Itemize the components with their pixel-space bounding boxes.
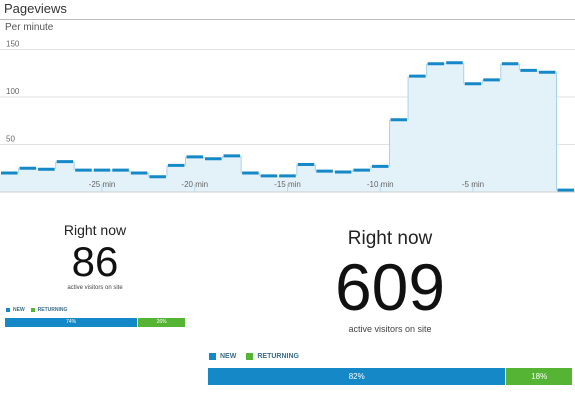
right-now-label: Right now (63, 222, 127, 238)
right-now-small-panel: Right now 86 active visitors on site (5, 222, 185, 291)
new-legend-swatch (6, 308, 10, 312)
title-divider (0, 19, 575, 20)
visitor-type-legend: NEW RETURNING (6, 307, 67, 313)
active-visitors-caption: active visitors on site (67, 285, 123, 291)
new-visitors-segment-large: 82% (208, 368, 507, 385)
returning-legend-label-large: RETURNING (257, 353, 299, 360)
right-now-label-large: Right now (347, 228, 433, 249)
returning-legend-swatch (30, 308, 35, 312)
new-legend-swatch-large (209, 353, 216, 360)
y-tick-label: 150 (6, 40, 20, 49)
x-tick-label: -25 min (89, 180, 116, 189)
pageviews-chart: 50 100 150 -25 min -20 min -15 min -10 min -5 m… (0, 40, 575, 193)
returning-legend-label: RETURNING (37, 307, 68, 313)
y-tick-label: 50 (6, 135, 15, 144)
x-tick-label: -10 min (367, 180, 394, 189)
new-legend-label-large: NEW (220, 353, 237, 360)
x-tick-label: -5 min (462, 180, 484, 189)
right-now-large-panel: Right now 609 active visitors on site (290, 228, 490, 334)
returning-legend-swatch-large (246, 353, 254, 360)
x-tick-label: -20 min (181, 180, 208, 189)
pageviews-area (0, 62, 575, 192)
visitor-type-bar: 74% 26% (5, 318, 185, 327)
returning-visitors-segment: 26% (138, 318, 185, 327)
active-visitor-count: 86 (71, 238, 119, 285)
visitor-type-legend-large: NEW RETURNING (209, 353, 299, 360)
chart-subtitle: Per minute (5, 22, 54, 33)
new-legend-label: NEW (13, 307, 25, 313)
returning-visitors-segment-large: 18% (506, 368, 572, 385)
visitor-type-bar-large: 82% 18% (208, 368, 572, 385)
active-visitors-caption-large: active visitors on site (348, 324, 432, 334)
active-visitor-count-large: 609 (334, 250, 446, 324)
x-tick-label: -15 min (274, 180, 301, 189)
y-tick-label: 100 (6, 87, 20, 96)
pageviews-title: Pageviews (4, 1, 67, 16)
new-visitors-segment: 74% (5, 318, 139, 327)
